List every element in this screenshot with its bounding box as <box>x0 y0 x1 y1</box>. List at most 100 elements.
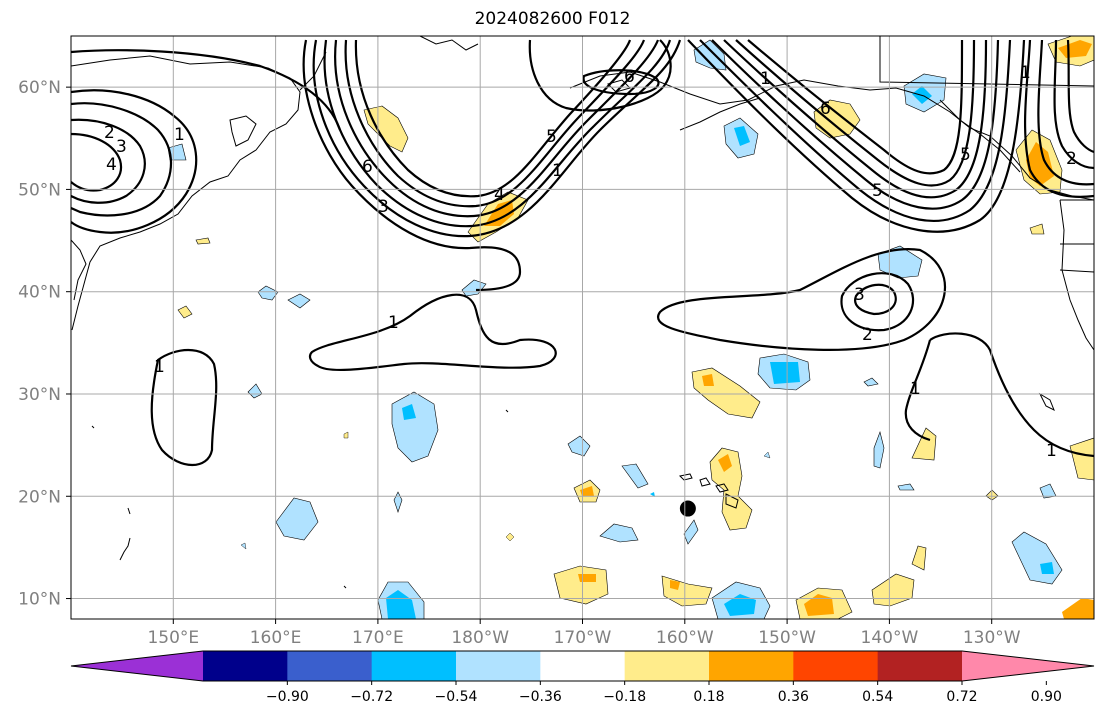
lon-tick-label: 180°W <box>451 628 509 648</box>
lat-tick-label: 60°N <box>18 78 61 98</box>
negative-anomaly <box>1040 562 1054 574</box>
lon-tick-label: 150°W <box>758 628 816 648</box>
latitude-axis: 60°N 50°N 40°N 30°N 20°N 10°N <box>18 78 71 610</box>
contour-label: 5 <box>872 181 883 201</box>
positive-anomaly <box>661 575 713 607</box>
colorbar-tick-label: 0.36 <box>778 689 809 705</box>
negative-anomaly <box>257 285 279 301</box>
positive-anomaly <box>343 431 349 439</box>
colorbar-tick-label: 0.18 <box>693 689 724 705</box>
positive-anomaly <box>709 447 753 531</box>
colorbar-tick-label: −0.18 <box>603 689 646 705</box>
negative-anomaly <box>693 39 727 71</box>
negative-anomaly <box>763 451 771 459</box>
colorbar: −0.90 −0.72 −0.54 −0.36 −0.18 0.18 0.36 0.54 0.7… <box>70 650 1095 705</box>
contour-label: 3 <box>378 197 389 217</box>
colorbar-tick-label: −0.90 <box>266 689 309 705</box>
positive-anomaly <box>578 574 596 582</box>
lon-tick-label: 160°W <box>656 628 714 648</box>
positive-anomaly <box>911 427 937 461</box>
colorbar-segment <box>793 651 879 681</box>
lat-tick-label: 30°N <box>18 385 61 405</box>
colorbar-tick-label: −0.36 <box>519 689 562 705</box>
colorbar-outline <box>70 650 1095 682</box>
negative-anomaly <box>724 594 756 616</box>
colorbar-segment <box>287 651 373 681</box>
negative-anomaly <box>734 126 750 146</box>
negative-anomaly <box>650 492 655 497</box>
storm-position-marker <box>679 500 696 517</box>
negative-anomaly <box>567 435 591 457</box>
lon-tick-label: 170°W <box>554 628 612 648</box>
contour-label: 1 <box>1046 441 1057 461</box>
contour-label: 4 <box>106 155 117 175</box>
contour-label: 1 <box>1020 63 1031 83</box>
colorbar-tick-label: −0.54 <box>435 689 478 705</box>
colorbar-tick-label: 0.54 <box>862 689 893 705</box>
contour-label: 6 <box>820 99 831 119</box>
colorbar-tick-label: −0.72 <box>350 689 393 705</box>
contour-label: 1 <box>388 313 399 333</box>
colorbar-extend-high <box>962 651 1094 681</box>
contour-label: 3 <box>116 137 127 157</box>
contour-label: 5 <box>960 145 971 165</box>
positive-anomaly <box>691 367 761 419</box>
contour-labels: 2 3 4 1 6 3 4 5 1 6 1 6 5 3 2 1 1 1 1 1 … <box>104 63 1077 461</box>
lat-tick-label: 50°N <box>18 180 61 200</box>
negative-anomaly <box>391 391 439 463</box>
negative-anomaly <box>897 483 915 491</box>
positive-anomaly <box>1069 437 1094 481</box>
lon-tick-label: 150°E <box>147 628 199 648</box>
negative-anomaly <box>1011 531 1063 585</box>
lat-tick-label: 20°N <box>18 487 61 507</box>
contour-label: 2 <box>1066 149 1077 169</box>
negative-anomaly <box>393 491 403 513</box>
contour-label: 1 <box>154 357 165 377</box>
negative-anomaly <box>873 430 885 469</box>
contour-lines <box>71 39 1094 466</box>
colorbar-tick-label: 0.72 <box>946 689 977 705</box>
negative-anomaly <box>599 523 639 543</box>
contour-label: 1 <box>910 379 921 399</box>
positive-anomaly <box>670 580 680 590</box>
positive-anomaly <box>1029 223 1045 235</box>
positive-anomaly <box>195 237 211 245</box>
contour-label: 4 <box>494 185 505 205</box>
contour-label: 2 <box>862 325 873 345</box>
positive-anomaly <box>871 573 915 607</box>
colorbar-segment <box>877 651 963 681</box>
lon-tick-label: 140°W <box>861 628 919 648</box>
positive-anomaly <box>702 374 714 386</box>
negative-anomaly <box>386 590 416 619</box>
coastlines <box>71 36 1094 589</box>
contour-label: 5 <box>546 127 557 147</box>
positive-anomaly <box>911 545 927 571</box>
negative-anomaly <box>240 542 247 550</box>
positive-anomaly <box>718 454 732 472</box>
positive-anomaly <box>484 200 514 226</box>
shaded-anomalies <box>167 36 1094 619</box>
graticule <box>71 36 1094 619</box>
contour-label: 3 <box>854 285 865 305</box>
negative-anomaly <box>863 377 879 387</box>
contour-label: 1 <box>760 69 771 89</box>
colorbar-segment <box>709 651 794 681</box>
negative-anomaly <box>461 279 487 297</box>
colorbar-segment <box>203 651 288 681</box>
positive-anomaly <box>804 594 834 616</box>
longitude-axis: 150°E 160°E 170°E 180°W 170°W 160°W 150°W 140°W… <box>147 619 1021 648</box>
lon-tick-label: 160°E <box>250 628 302 648</box>
map-title: 2024082600 F012 <box>474 9 631 29</box>
colorbar-segment <box>371 651 457 681</box>
colorbar-segment <box>456 651 541 681</box>
lon-tick-label: 130°W <box>963 628 1021 648</box>
positive-anomaly <box>177 305 193 319</box>
positive-anomaly <box>1058 40 1092 58</box>
colorbar-tick-label: 0.90 <box>1031 689 1062 705</box>
lat-tick-label: 40°N <box>18 283 61 303</box>
contour-label: 2 <box>104 123 115 143</box>
colorbar-segment <box>624 651 710 681</box>
positive-anomaly <box>580 486 594 496</box>
lon-tick-label: 170°E <box>352 628 404 648</box>
